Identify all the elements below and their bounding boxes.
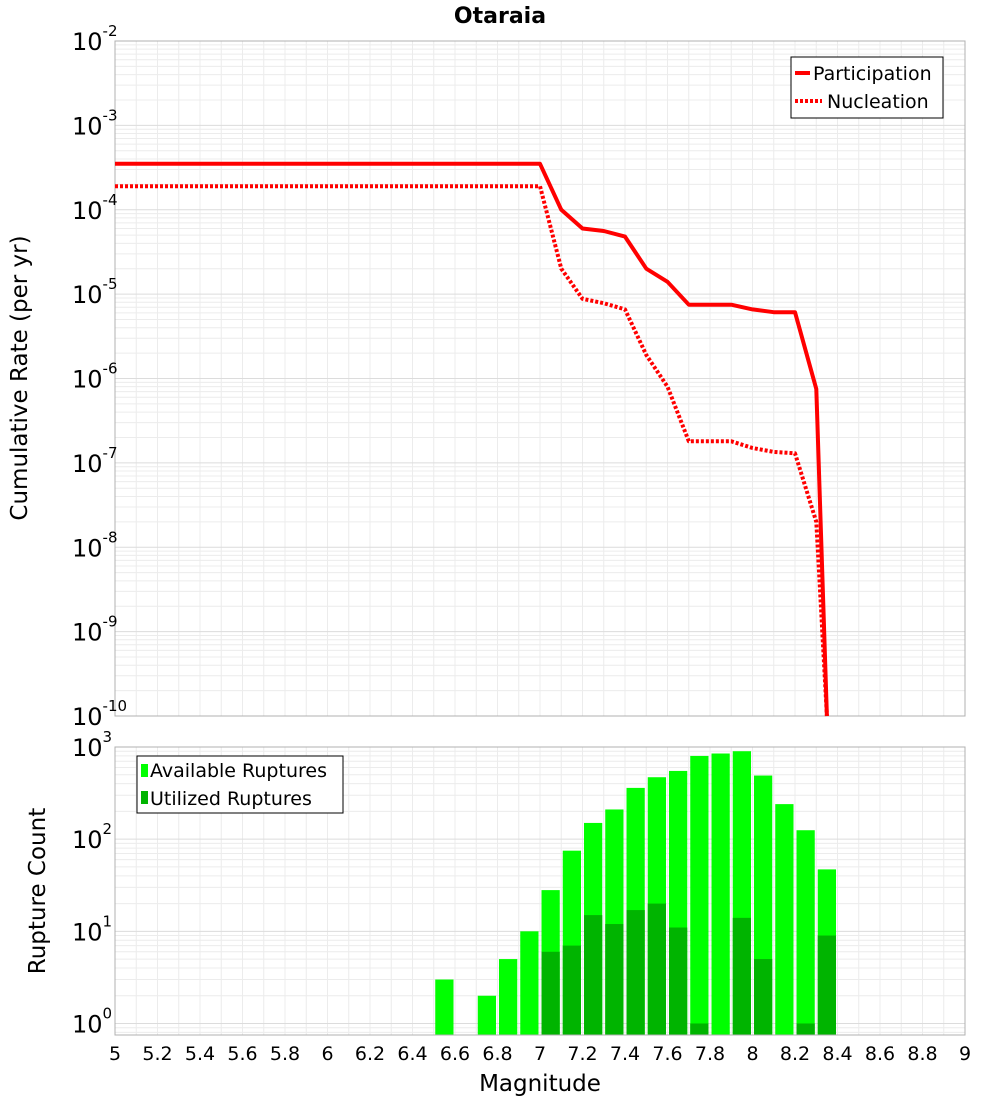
bottom-y-tick-exponent: 1 bbox=[103, 912, 113, 930]
x-tick-label: 7.2 bbox=[567, 1043, 597, 1065]
x-tick-label: 8.8 bbox=[907, 1043, 937, 1065]
x-tick-label: 9 bbox=[959, 1043, 971, 1065]
available-legend-label: Available Ruptures bbox=[150, 760, 327, 782]
bottom-legend-box bbox=[136, 755, 344, 814]
top-y-tick-exponent: -9 bbox=[103, 613, 118, 631]
top-y-tick-exponent: -3 bbox=[103, 106, 118, 124]
bottom-legend: Available Ruptures Utilized Ruptures bbox=[136, 755, 344, 814]
top-y-tick-label: 10-8 bbox=[72, 528, 118, 562]
x-tick-label: 7 bbox=[534, 1043, 546, 1065]
x-tick-label: 5.2 bbox=[142, 1043, 172, 1065]
chart-title: Otaraia bbox=[454, 4, 546, 29]
available-rupture-bar bbox=[775, 804, 794, 1035]
utilized-legend-swatch bbox=[141, 791, 148, 804]
top-y-tick-label: 10-5 bbox=[72, 275, 118, 309]
bottom-plot-frame bbox=[114, 746, 966, 1036]
utilized-rupture-bar bbox=[796, 1023, 815, 1035]
x-tick-label: 7.8 bbox=[695, 1043, 725, 1065]
top-y-tick-exponent: -2 bbox=[103, 22, 118, 40]
bottom-y-axis-label: Rupture Count bbox=[25, 808, 51, 974]
bottom-plot-bars bbox=[435, 751, 836, 1035]
nucleation-line bbox=[115, 184, 829, 717]
x-tick-label: 8.4 bbox=[822, 1043, 852, 1065]
bottom-y-tick-label: 102 bbox=[72, 820, 112, 854]
top-y-tick-label: 10-3 bbox=[72, 106, 118, 140]
top-plot-frame bbox=[114, 40, 966, 717]
x-tick-label: 5.8 bbox=[270, 1043, 300, 1065]
bottom-y-tick-exponent: 2 bbox=[103, 820, 113, 838]
utilized-rupture-bar bbox=[626, 910, 645, 1035]
top-y-tick-exponent: -7 bbox=[103, 444, 118, 462]
top-y-axis-label: Cumulative Rate (per yr) bbox=[7, 235, 33, 520]
top-y-tick-label: 10-9 bbox=[72, 613, 118, 647]
x-tick-label: 5 bbox=[109, 1043, 121, 1065]
top-y-tick-label: 10-10 bbox=[72, 697, 127, 731]
participation-line bbox=[115, 161, 829, 717]
x-tick-label: 7.6 bbox=[652, 1043, 682, 1065]
x-tick-label: 6.6 bbox=[440, 1043, 470, 1065]
top-y-tick-labels: 10-2 10-3 10-4 10-5 10-6 10-7 10-8 10-9 10-10 bbox=[72, 22, 127, 731]
top-y-tick-exponent: -10 bbox=[103, 697, 128, 715]
top-y-tick-exponent: -5 bbox=[103, 275, 118, 293]
utilized-rupture-bar bbox=[562, 945, 581, 1035]
top-y-tick-label: 10-6 bbox=[72, 360, 118, 394]
utilized-rupture-bar bbox=[669, 927, 688, 1035]
participation-legend-label: Participation bbox=[813, 63, 932, 85]
available-rupture-bar bbox=[690, 755, 709, 1035]
top-plot-lines bbox=[115, 161, 829, 717]
utilized-rupture-bar bbox=[690, 1023, 709, 1035]
x-tick-label: 6.4 bbox=[397, 1043, 427, 1065]
utilized-rupture-bar bbox=[647, 903, 666, 1035]
x-tick-label: 7.4 bbox=[610, 1043, 640, 1065]
bottom-y-tick-exponent: 3 bbox=[103, 728, 113, 746]
x-tick-label: 6.8 bbox=[482, 1043, 512, 1065]
available-rupture-bar bbox=[477, 995, 496, 1035]
x-axis-label: Magnitude bbox=[479, 1071, 601, 1097]
top-y-tick-label: 10-4 bbox=[72, 191, 118, 225]
x-tick-labels: 5 5.2 5.4 5.6 5.8 6 6.2 6.4 6.6 6.8 7 7.2 7.4 7.6 7.8 8… bbox=[109, 1043, 971, 1065]
utilized-legend-label: Utilized Ruptures bbox=[150, 788, 312, 810]
x-tick-label: 6 bbox=[321, 1043, 333, 1065]
top-legend-box bbox=[790, 56, 944, 119]
x-tick-label: 5.4 bbox=[185, 1043, 215, 1065]
x-tick-label: 8 bbox=[746, 1043, 758, 1065]
top-legend: Participation Nucleation bbox=[790, 56, 944, 119]
utilized-rupture-bar bbox=[541, 951, 560, 1035]
top-y-tick-label: 10-2 bbox=[72, 22, 118, 56]
x-tick-label: 8.2 bbox=[780, 1043, 810, 1065]
utilized-rupture-bar bbox=[817, 935, 836, 1035]
available-rupture-bar bbox=[520, 931, 539, 1035]
x-tick-label: 5.6 bbox=[227, 1043, 257, 1065]
top-y-tick-exponent: -4 bbox=[103, 191, 118, 209]
bottom-y-tick-exponent: 0 bbox=[103, 1004, 113, 1022]
available-rupture-bar bbox=[435, 979, 454, 1035]
bottom-y-tick-label: 103 bbox=[72, 728, 112, 762]
utilized-rupture-bar bbox=[605, 924, 624, 1035]
available-rupture-bar bbox=[499, 959, 518, 1035]
available-rupture-bar bbox=[711, 753, 730, 1035]
utilized-rupture-bar bbox=[754, 959, 773, 1035]
x-tick-label: 6.2 bbox=[355, 1043, 385, 1065]
x-tick-label: 8.6 bbox=[865, 1043, 895, 1065]
available-legend-swatch bbox=[141, 764, 148, 777]
top-y-tick-exponent: -8 bbox=[103, 528, 118, 546]
top-y-tick-label: 10-7 bbox=[72, 444, 118, 478]
available-rupture-bar bbox=[796, 830, 815, 1035]
top-plot-grid bbox=[114, 41, 966, 717]
bottom-y-tick-label: 100 bbox=[72, 1004, 112, 1038]
nucleation-legend-label: Nucleation bbox=[827, 91, 929, 113]
top-y-tick-exponent: -6 bbox=[103, 360, 118, 378]
utilized-rupture-bar bbox=[732, 917, 751, 1035]
utilized-rupture-bar bbox=[584, 915, 603, 1035]
bottom-y-tick-label: 101 bbox=[72, 912, 112, 946]
